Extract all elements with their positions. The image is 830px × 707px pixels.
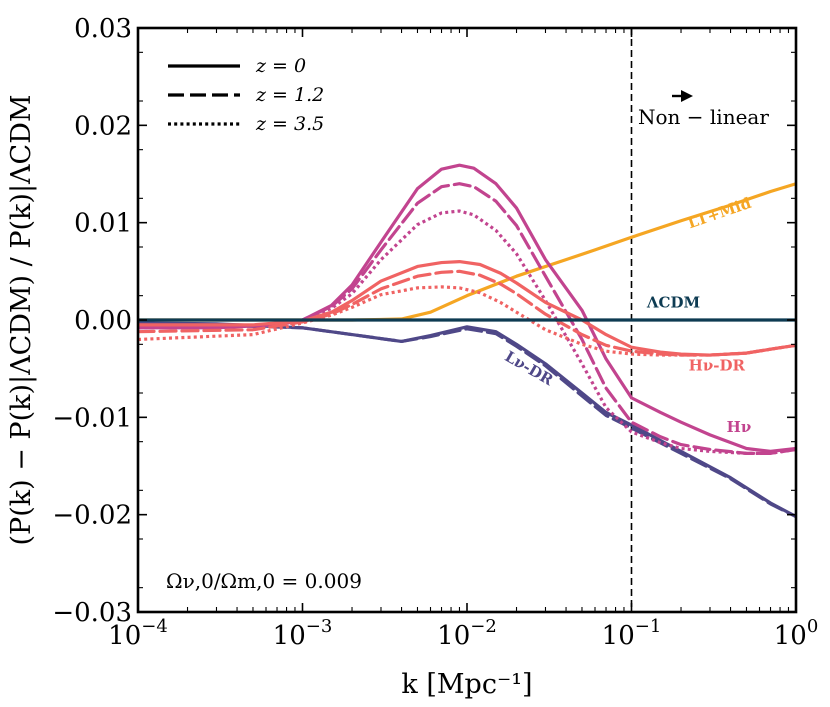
- series-line-hnu-z-1-2: [138, 182, 796, 455]
- y-axis-label: (P(k) − P(k)|ΛCDM) / P(k)|ΛCDM: [6, 95, 37, 546]
- y-tick-label: 0.03: [74, 14, 132, 44]
- tick-layer: 10−4 10−3 10−2 10−1 100 0.03 0.02 0.01 0.00 −0.01…: [6, 14, 818, 700]
- x-tick-label: 10−4: [108, 616, 168, 651]
- model-label-lt-mid: LT+Mid: [685, 194, 754, 233]
- series-line-hnu-z-3-5: [138, 209, 796, 455]
- y-tick-label: 0.01: [74, 209, 132, 239]
- legend-label: z = 0: [255, 55, 306, 77]
- legend-label: z = 1.2: [255, 84, 324, 106]
- series-line-lnu-dr-z-1-2: [138, 321, 796, 519]
- legend: z = 0 z = 1.2 z = 3.5: [168, 55, 324, 135]
- nonlinear-annotation: Non − linear: [638, 105, 769, 129]
- annotation-layer: Ων,0/Ωm,0 = 0.009 Non − linear: [166, 90, 769, 593]
- series-line-hnu-dr-z-3-5: [138, 285, 796, 357]
- y-tick-label: 0.02: [74, 111, 132, 141]
- model-label-hnu-dr: Hν-DR: [689, 357, 746, 375]
- omega-ratio-annotation: Ων,0/Ωm,0 = 0.009: [166, 569, 362, 593]
- x-axis-label: k [Mpc⁻¹]: [401, 669, 532, 700]
- series-line-hnu-dr-z-1-2: [138, 269, 796, 357]
- y-tick-label: −0.03: [52, 598, 132, 628]
- model-label-hnu: Hν: [727, 418, 752, 436]
- series-layer: [138, 163, 796, 519]
- x-tick-label: 10−3: [273, 616, 333, 651]
- y-tick-label: −0.01: [52, 403, 132, 433]
- y-tick-label: 0.00: [74, 306, 132, 336]
- y-tick-label: −0.02: [52, 501, 132, 531]
- x-tick-label: 10−2: [437, 616, 497, 651]
- nonlinear-arrow-icon: [681, 90, 693, 102]
- series-line-lnu-dr-z-0: [138, 321, 796, 519]
- x-tick-label: 100: [774, 616, 819, 651]
- x-tick-label: 10−1: [602, 616, 662, 651]
- model-label-lambdacdm: ΛCDM: [646, 293, 700, 311]
- legend-label: z = 3.5: [255, 113, 324, 135]
